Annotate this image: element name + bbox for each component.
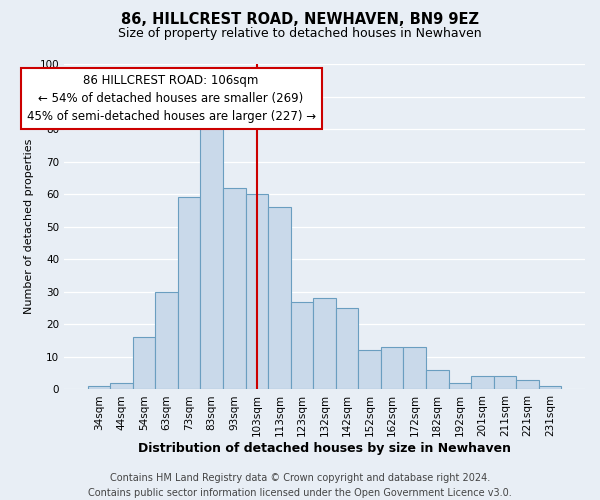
Bar — [494, 376, 516, 390]
Bar — [381, 347, 403, 390]
Text: 86 HILLCREST ROAD: 106sqm
← 54% of detached houses are smaller (269)
45% of semi: 86 HILLCREST ROAD: 106sqm ← 54% of detac… — [26, 74, 316, 123]
Bar — [426, 370, 449, 390]
Bar — [358, 350, 381, 390]
Bar — [223, 188, 245, 390]
Bar — [133, 338, 155, 390]
Bar — [313, 298, 336, 390]
Y-axis label: Number of detached properties: Number of detached properties — [24, 139, 34, 314]
Bar — [268, 207, 290, 390]
Bar — [539, 386, 562, 390]
Bar — [471, 376, 494, 390]
Text: Contains HM Land Registry data © Crown copyright and database right 2024.
Contai: Contains HM Land Registry data © Crown c… — [88, 472, 512, 498]
Text: 86, HILLCREST ROAD, NEWHAVEN, BN9 9EZ: 86, HILLCREST ROAD, NEWHAVEN, BN9 9EZ — [121, 12, 479, 28]
Bar — [178, 198, 200, 390]
Bar — [403, 347, 426, 390]
Text: Size of property relative to detached houses in Newhaven: Size of property relative to detached ho… — [118, 28, 482, 40]
Bar — [516, 380, 539, 390]
Bar — [336, 308, 358, 390]
Bar — [200, 126, 223, 390]
Bar — [449, 383, 471, 390]
Bar — [290, 302, 313, 390]
Bar — [155, 292, 178, 390]
X-axis label: Distribution of detached houses by size in Newhaven: Distribution of detached houses by size … — [138, 442, 511, 455]
Bar — [245, 194, 268, 390]
Bar — [88, 386, 110, 390]
Bar — [110, 383, 133, 390]
